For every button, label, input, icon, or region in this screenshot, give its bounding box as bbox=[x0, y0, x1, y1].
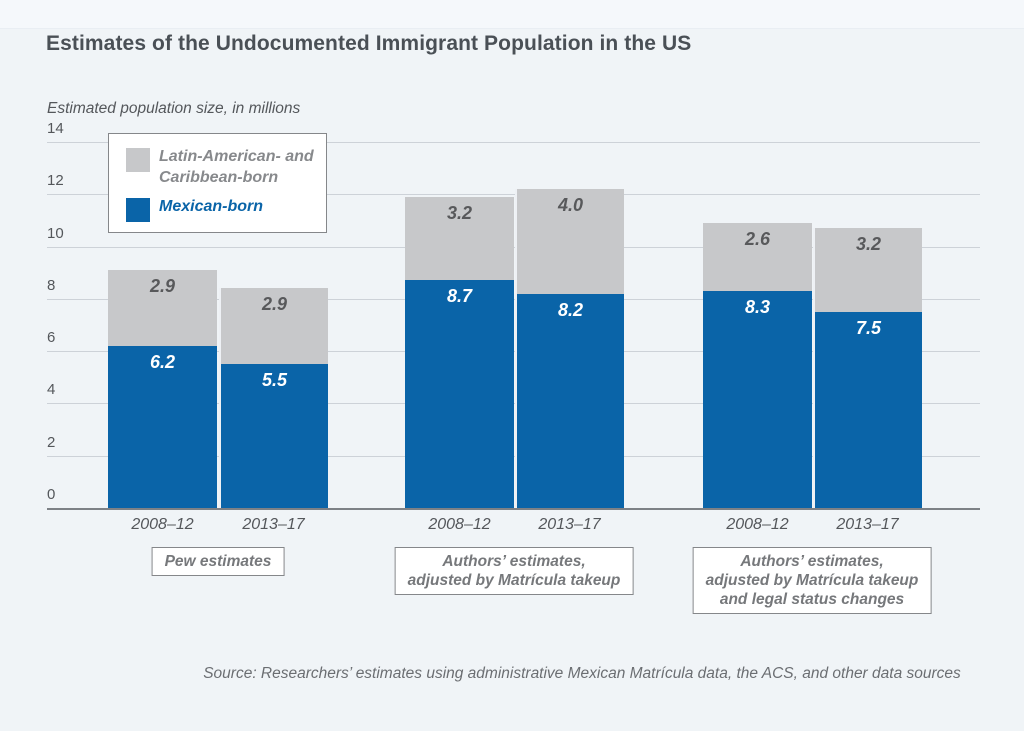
y-axis-tick-label: 2 bbox=[47, 433, 56, 451]
legend-label: Latin-American- and Caribbean-born bbox=[159, 148, 314, 186]
gridline bbox=[47, 194, 980, 196]
mexican-born-value-label: 8.3 bbox=[744, 297, 771, 318]
mexican-born-segment: 8.7 bbox=[405, 280, 514, 508]
y-axis-tick-label: 14 bbox=[47, 120, 64, 137]
mexican-born-value-label: 8.7 bbox=[446, 286, 473, 307]
latin-caribbean-segment: 2.9 bbox=[221, 288, 328, 365]
x-axis-baseline bbox=[47, 508, 980, 510]
legend-label: Mexican-born bbox=[159, 198, 264, 215]
latin-caribbean-segment: 4.0 bbox=[517, 189, 624, 294]
x-axis-category-label: 2013–17 bbox=[242, 516, 305, 533]
group-label-line: adjusted by Matrícula takeup bbox=[705, 572, 919, 589]
latin-caribbean-value-label: 3.2 bbox=[855, 234, 882, 255]
mexican-born-value-label: 8.2 bbox=[557, 299, 584, 320]
gridline bbox=[47, 142, 980, 143]
group-label-line: Authors’ estimates, bbox=[442, 553, 586, 570]
group-label-line: Authors’ estimates, bbox=[740, 553, 884, 570]
group-label-line: Pew estimates bbox=[164, 553, 272, 570]
page-title: Estimates of the Undocumented Immigrant … bbox=[46, 32, 692, 55]
stacked-bar: 2.9 6.2 bbox=[108, 270, 217, 508]
y-axis-tick-label: 0 bbox=[47, 486, 56, 503]
mexican-born-segment: 5.5 bbox=[221, 364, 328, 508]
mexican-born-segment: 6.2 bbox=[108, 345, 217, 508]
top-accent-strip bbox=[0, 0, 1024, 29]
stacked-bar: 4.0 8.2 bbox=[515, 189, 624, 508]
stacked-bar: 3.2 7.5 bbox=[813, 228, 922, 508]
y-axis-tick-label: 4 bbox=[47, 381, 56, 399]
y-axis-units-note: Estimated population size, in millions bbox=[47, 100, 301, 117]
latin-caribbean-value-label: 2.6 bbox=[744, 229, 771, 250]
mexican-born-segment: 7.5 bbox=[815, 311, 922, 508]
latin-caribbean-value-label: 2.9 bbox=[149, 276, 176, 297]
y-axis-tick-label: 6 bbox=[47, 329, 56, 347]
y-axis-tick-label: 12 bbox=[47, 172, 64, 190]
stacked-bar: 3.2 8.7 bbox=[405, 196, 514, 508]
latin-caribbean-segment: 3.2 bbox=[405, 196, 514, 281]
latin-caribbean-segment: 2.6 bbox=[703, 223, 812, 292]
mexican-born-value-label: 5.5 bbox=[261, 370, 288, 391]
mexican-born-value-label: 7.5 bbox=[855, 317, 882, 338]
group-label-box: Pew estimates bbox=[151, 547, 285, 576]
x-axis-category-label: 2008–12 bbox=[131, 516, 194, 533]
mexican-born-segment: 8.2 bbox=[517, 293, 624, 508]
stacked-bar: 2.9 5.5 bbox=[219, 288, 328, 508]
x-axis-category-label: 2013–17 bbox=[836, 516, 899, 533]
source-note: Source: Researchers’ estimates using adm… bbox=[203, 665, 961, 682]
legend-swatch bbox=[126, 148, 150, 172]
group-label-box: Authors’ estimates, adjusted by Matrícula… bbox=[394, 547, 634, 595]
latin-caribbean-segment: 2.9 bbox=[108, 270, 217, 346]
y-axis-tick-label: 8 bbox=[47, 276, 56, 294]
legend-swatch bbox=[126, 198, 150, 222]
latin-caribbean-value-label: 4.0 bbox=[557, 195, 584, 216]
stacked-bar: 2.6 8.3 bbox=[703, 223, 812, 509]
latin-caribbean-segment: 3.2 bbox=[815, 228, 922, 312]
latin-caribbean-value-label: 2.9 bbox=[261, 294, 288, 315]
mexican-born-segment: 8.3 bbox=[703, 291, 812, 509]
group-label-line: and legal status changes bbox=[719, 591, 905, 608]
mexican-born-value-label: 6.2 bbox=[149, 351, 176, 372]
y-axis-tick-label: 10 bbox=[47, 224, 64, 242]
group-label-box: Authors’ estimates, adjusted by Matrícula… bbox=[692, 547, 932, 614]
x-axis-category-label: 2013–17 bbox=[538, 516, 601, 533]
group-label-line: adjusted by Matrícula takeup bbox=[407, 572, 621, 589]
chart-legend: Latin-American- and Caribbean-born Mexican… bbox=[108, 133, 327, 233]
x-axis-category-label: 2008–12 bbox=[726, 516, 789, 533]
x-axis-category-label: 2008–12 bbox=[428, 516, 491, 533]
latin-caribbean-value-label: 3.2 bbox=[446, 202, 473, 223]
